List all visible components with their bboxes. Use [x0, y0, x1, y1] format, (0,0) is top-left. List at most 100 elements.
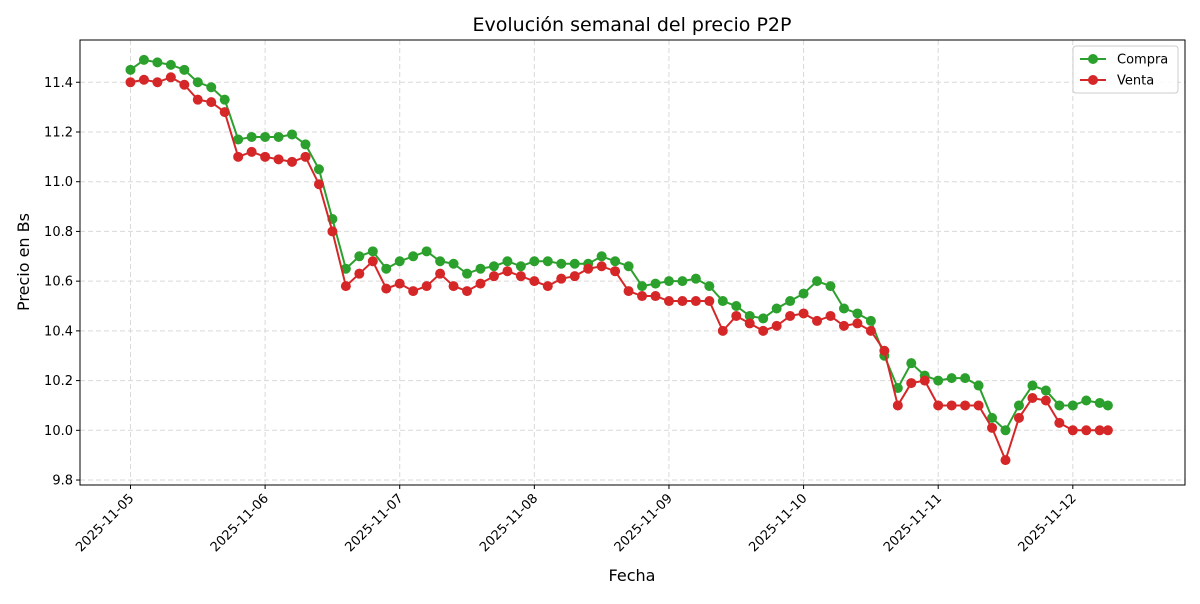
data-point [462, 268, 473, 279]
data-point [246, 146, 257, 157]
x-axis-label: Fecha [609, 566, 656, 585]
data-point [946, 400, 957, 411]
data-point [515, 261, 526, 272]
data-point [488, 271, 499, 282]
data-point [260, 151, 271, 162]
data-point [865, 315, 876, 326]
data-point [462, 286, 473, 297]
x-tick-label: 2025-11-09 [612, 491, 676, 555]
y-tick-label: 10.8 [44, 225, 73, 240]
data-point [421, 246, 432, 257]
data-point [125, 64, 136, 75]
legend-item-venta: Venta [1080, 74, 1154, 89]
data-point [529, 276, 540, 287]
data-point [879, 345, 890, 356]
data-point [744, 310, 755, 321]
data-point [569, 258, 580, 269]
data-point [610, 256, 621, 267]
data-point [340, 263, 351, 274]
data-point [785, 296, 796, 307]
data-point [556, 258, 567, 269]
data-point [475, 263, 486, 274]
data-point [623, 261, 634, 272]
data-point [798, 308, 809, 319]
data-point [825, 310, 836, 321]
series-layer [125, 54, 1113, 466]
x-tick-label: 2025-11-11 [881, 491, 945, 555]
data-point [192, 94, 203, 105]
data-point [381, 283, 392, 294]
data-point [300, 151, 311, 162]
legend: Compra Venta [1072, 45, 1179, 94]
data-point [731, 310, 742, 321]
data-point [731, 301, 742, 312]
data-point [973, 380, 984, 391]
data-point [1081, 425, 1092, 436]
data-point [852, 308, 863, 319]
data-point [327, 226, 338, 237]
data-point [260, 131, 271, 142]
data-point [919, 375, 930, 386]
data-point [1054, 417, 1065, 428]
data-point [596, 261, 607, 272]
data-point [1067, 400, 1078, 411]
data-point [610, 266, 621, 277]
legend-label: Compra [1117, 53, 1168, 68]
data-point [987, 412, 998, 423]
y-tick-label: 10.2 [44, 374, 73, 389]
data-point [287, 156, 298, 167]
data-point [1054, 400, 1065, 411]
x-tick-label: 2025-11-07 [343, 491, 407, 555]
data-point [717, 325, 728, 336]
data-point [650, 278, 661, 289]
x-tick-label: 2025-11-05 [73, 491, 137, 555]
data-point [556, 273, 567, 284]
y-tick-label: 11.4 [44, 76, 73, 91]
series-venta [125, 72, 1113, 466]
data-point [152, 77, 163, 88]
data-point [300, 139, 311, 150]
data-point [690, 296, 701, 307]
grid [80, 40, 1185, 485]
data-point [717, 296, 728, 307]
legend-box [1072, 45, 1179, 94]
data-point [408, 251, 419, 262]
data-point [973, 400, 984, 411]
data-point [529, 256, 540, 267]
data-point [165, 72, 176, 83]
x-tick-label: 2025-11-12 [1016, 491, 1080, 555]
data-point [448, 281, 459, 292]
data-point [771, 303, 782, 314]
data-point [435, 256, 446, 267]
data-point [152, 57, 163, 68]
data-point [313, 179, 324, 190]
data-point [354, 251, 365, 262]
data-point [502, 266, 513, 277]
x-tick-label: 2025-11-06 [208, 491, 272, 555]
data-point [758, 325, 769, 336]
data-point [1102, 400, 1113, 411]
legend-label: Venta [1117, 74, 1154, 89]
data-point [569, 271, 580, 282]
y-tick-label: 10.4 [44, 324, 73, 339]
data-point [206, 97, 217, 108]
data-point [219, 107, 230, 118]
data-point [273, 154, 284, 165]
data-point [246, 131, 257, 142]
series-line [129, 58, 1109, 432]
data-point [273, 131, 284, 142]
data-point [838, 320, 849, 331]
data-point [125, 77, 136, 88]
x-axis: 2025-11-05 2025-11-06 2025-11-07 2025-11-08… [73, 485, 1080, 555]
data-point [663, 276, 674, 287]
data-point [865, 325, 876, 336]
y-tick-label: 10.6 [44, 275, 73, 290]
series-compra [125, 54, 1113, 436]
data-point [690, 273, 701, 284]
data-point [367, 256, 378, 267]
data-point [623, 286, 634, 297]
data-point [1013, 412, 1024, 423]
plot-frame [79, 39, 1186, 486]
y-tick-label: 11.0 [44, 175, 73, 190]
